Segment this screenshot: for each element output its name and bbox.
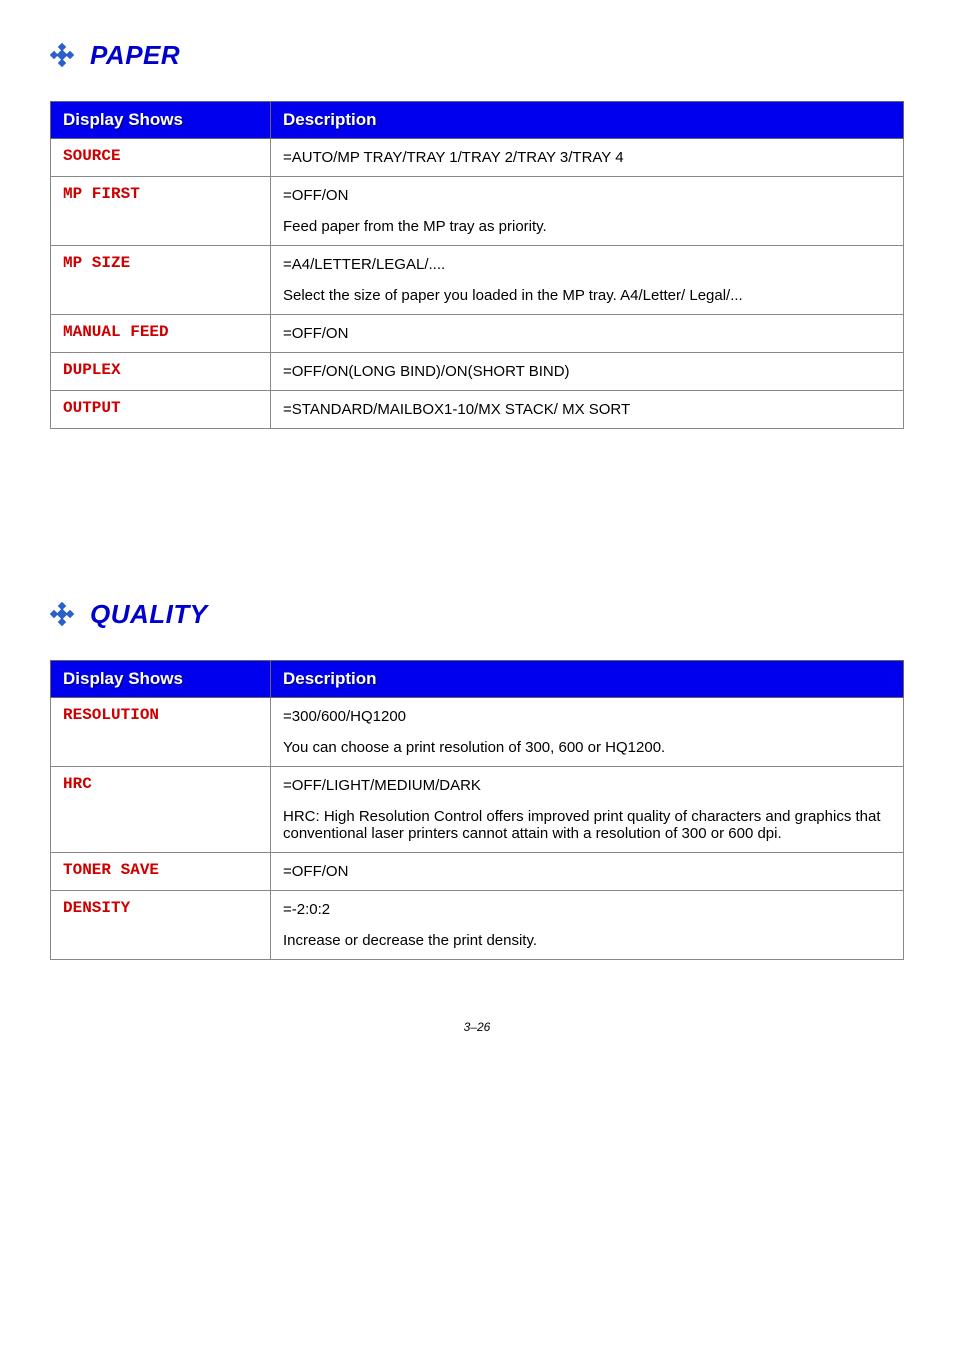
col-header-display: Display Shows — [51, 661, 271, 698]
section-title: QUALITY — [90, 599, 208, 630]
table-row: MP SIZE =A4/LETTER/LEGAL/.... Select the… — [51, 246, 904, 315]
display-label: TONER SAVE — [51, 853, 271, 891]
diamond-icon — [50, 43, 76, 69]
table-row: TONER SAVE =OFF/ON — [51, 853, 904, 891]
description-cell: =-2:0:2 Increase or decrease the print d… — [271, 891, 904, 960]
table-row: MANUAL FEED =OFF/ON — [51, 315, 904, 353]
table-row: HRC =OFF/LIGHT/MEDIUM/DARK HRC: High Res… — [51, 767, 904, 853]
description-cell: =OFF/ON — [271, 315, 904, 353]
col-header-display: Display Shows — [51, 102, 271, 139]
display-label: HRC — [51, 767, 271, 853]
section-title: PAPER — [90, 40, 180, 71]
description-cell: =A4/LETTER/LEGAL/.... Select the size of… — [271, 246, 904, 315]
table-row: OUTPUT =STANDARD/MAILBOX1-10/MX STACK/ M… — [51, 391, 904, 429]
display-label: SOURCE — [51, 139, 271, 177]
diamond-icon — [50, 602, 76, 628]
display-label: DUPLEX — [51, 353, 271, 391]
page-number: 3–26 — [50, 1020, 904, 1034]
quality-table: Display Shows Description RESOLUTION =30… — [50, 660, 904, 960]
section-header-quality: QUALITY — [50, 599, 904, 630]
description-cell: =OFF/ON — [271, 853, 904, 891]
table-row: DENSITY =-2:0:2 Increase or decrease the… — [51, 891, 904, 960]
description-cell: =OFF/ON(LONG BIND)/ON(SHORT BIND) — [271, 353, 904, 391]
display-label: DENSITY — [51, 891, 271, 960]
display-label: MP FIRST — [51, 177, 271, 246]
col-header-description: Description — [271, 661, 904, 698]
display-label: OUTPUT — [51, 391, 271, 429]
display-label: RESOLUTION — [51, 698, 271, 767]
description-cell: =STANDARD/MAILBOX1-10/MX STACK/ MX SORT — [271, 391, 904, 429]
description-cell: =OFF/LIGHT/MEDIUM/DARK HRC: High Resolut… — [271, 767, 904, 853]
table-row: RESOLUTION =300/600/HQ1200 You can choos… — [51, 698, 904, 767]
col-header-description: Description — [271, 102, 904, 139]
table-row: MP FIRST =OFF/ON Feed paper from the MP … — [51, 177, 904, 246]
display-label: MANUAL FEED — [51, 315, 271, 353]
display-label: MP SIZE — [51, 246, 271, 315]
section-header-paper: PAPER — [50, 40, 904, 71]
paper-table: Display Shows Description SOURCE =AUTO/M… — [50, 101, 904, 429]
table-row: SOURCE =AUTO/MP TRAY/TRAY 1/TRAY 2/TRAY … — [51, 139, 904, 177]
table-row: DUPLEX =OFF/ON(LONG BIND)/ON(SHORT BIND) — [51, 353, 904, 391]
description-cell: =OFF/ON Feed paper from the MP tray as p… — [271, 177, 904, 246]
description-cell: =AUTO/MP TRAY/TRAY 1/TRAY 2/TRAY 3/TRAY … — [271, 139, 904, 177]
description-cell: =300/600/HQ1200 You can choose a print r… — [271, 698, 904, 767]
